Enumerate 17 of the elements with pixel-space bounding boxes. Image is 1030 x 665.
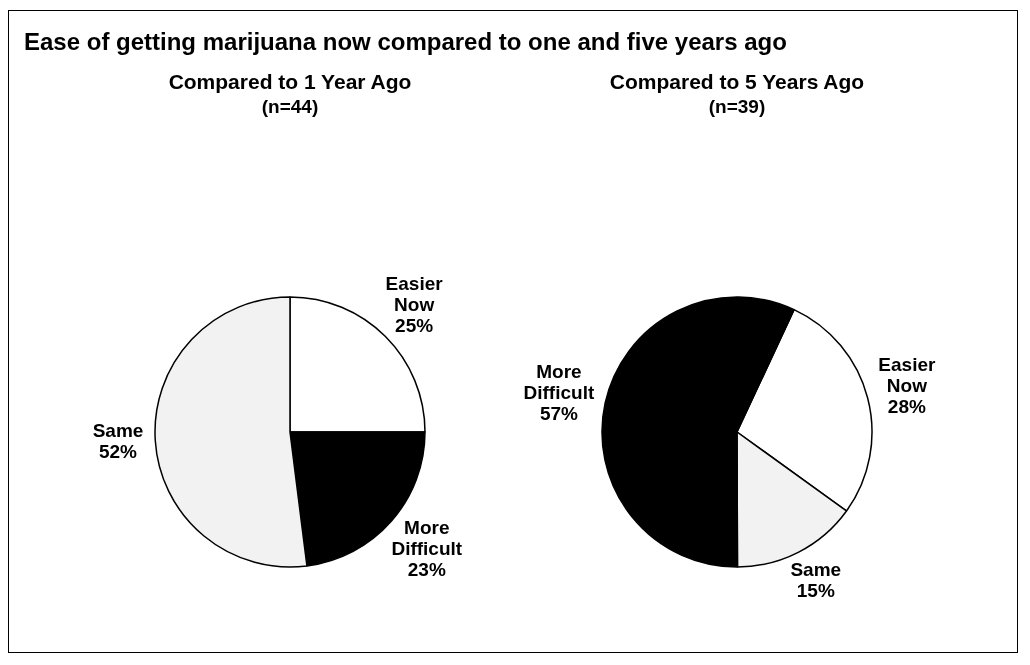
slice-label: Same [790, 559, 842, 581]
slice-label: More Difficult [523, 360, 595, 403]
chart-title: Compared to 5 Years Ago [608, 70, 866, 94]
chart-subtitle: (n=39) [707, 96, 767, 118]
text: Ease of getting marijuana now compared to one and five years ago [24, 28, 787, 56]
slice-label: Easier Now [385, 273, 444, 316]
slice-label: More Difficult [391, 517, 463, 560]
data-label: 23% [407, 559, 446, 581]
data-label: 52% [98, 441, 138, 463]
chart-title: Compared to 1 Year Ago [167, 70, 413, 94]
slice-label: Same [92, 420, 144, 442]
data-label: 25% [395, 315, 434, 337]
slice-label: Easier Now [878, 354, 936, 397]
data-label: 28% [887, 396, 926, 418]
data-label: 15% [796, 580, 835, 602]
data-label: 57% [539, 402, 579, 424]
chart-subtitle: (n=44) [260, 96, 320, 118]
